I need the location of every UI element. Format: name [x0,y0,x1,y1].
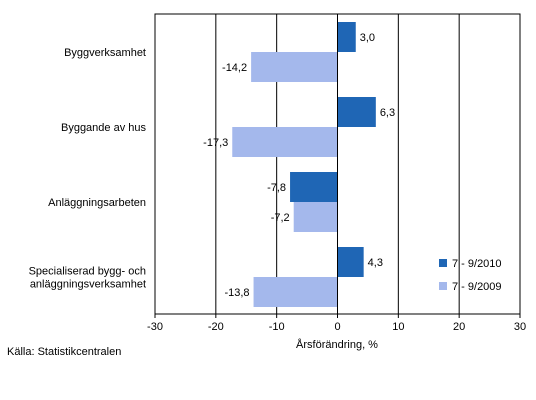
x-tick-label: 30 [514,321,526,333]
data-label: -14,2 [222,62,247,74]
bar [232,127,338,157]
category-label: Anläggningsarbeten [48,197,146,209]
legend-swatch [439,282,447,290]
x-tick-label: 20 [453,321,465,333]
x-axis-label: Årsförändring, % [296,338,378,351]
category-label: Byggverksamhet [64,47,146,59]
legend-swatch [439,259,447,267]
bar [337,22,356,52]
x-tick-label: -10 [269,321,285,333]
data-label: 4,3 [368,257,383,269]
bar [253,277,338,307]
category-label: Byggande av hus [61,122,147,134]
legend-label: 7 - 9/2010 [452,258,502,270]
bar [290,172,338,202]
bar [337,97,376,127]
bar [337,247,364,277]
x-tick-label: 10 [392,321,404,333]
data-label: -7,2 [271,212,290,224]
category-label: anläggningsverksamhet [30,279,146,291]
data-label: 3,0 [360,32,375,44]
legend-label: 7 - 9/2009 [452,281,502,293]
data-label: -7,8 [267,182,286,194]
x-tick-label: -30 [147,321,163,333]
x-tick-label: 0 [334,321,340,333]
bar [293,202,338,232]
data-label: 6,3 [380,107,395,119]
bar [251,52,338,82]
category-label: Specialiserad bygg- och [29,266,146,278]
x-tick-label: -20 [208,321,224,333]
source-note: Källa: Statistikcentralen [7,346,122,358]
data-label: -13,8 [224,287,249,299]
data-label: -17,3 [203,137,228,149]
